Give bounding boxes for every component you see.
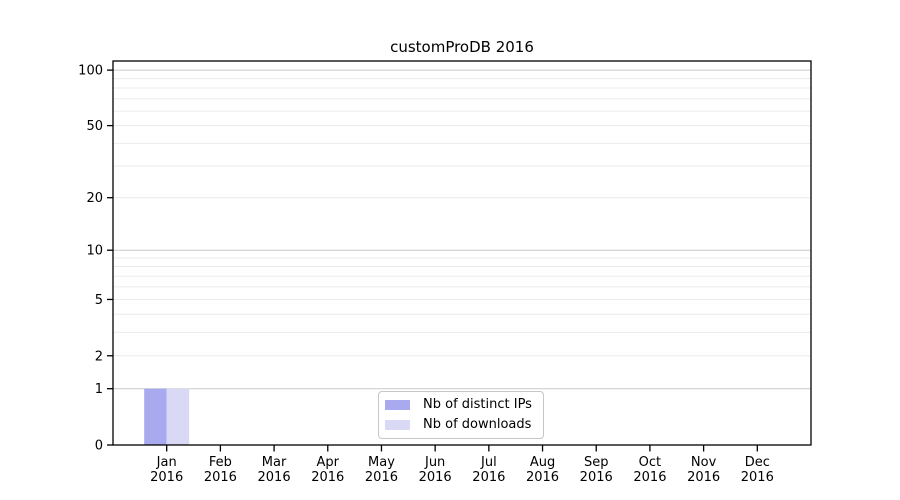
bar-distinct-ips [144,388,167,445]
legend-item-downloads: Nb of downloads [385,417,534,433]
x-tick-label-year: 2016 [687,470,720,485]
bars-layer [144,388,190,445]
x-tick-label-year: 2016 [365,470,398,485]
x-tick-label-month: Dec [745,455,770,470]
x-tick-label-month: Oct [639,455,661,470]
x-tick-label-year: 2016 [419,470,452,485]
plot-border [112,60,812,446]
x-tick-label-year: 2016 [311,470,344,485]
y-tick-label: 0 [95,439,103,454]
axis-layer [107,60,812,452]
x-tick-label-year: 2016 [150,470,183,485]
y-tick-label: 1 [95,382,103,397]
x-tick-label-month: May [368,455,395,470]
y-tick-label: 20 [86,191,103,206]
x-tick-label-month: Sep [584,455,609,470]
x-tick-label-month: Feb [209,455,232,470]
x-tick-label-month: Jan [156,455,177,470]
chart-title: customProDB 2016 [390,38,534,56]
x-tick-label-month: Aug [530,455,555,470]
x-tick-label-year: 2016 [204,470,237,485]
x-tick-label-month: Jul [480,455,497,470]
x-tick-label-year: 2016 [472,470,505,485]
y-tick-label: 100 [78,64,103,79]
x-tick-label-year: 2016 [580,470,613,485]
y-tick-label: 10 [86,244,103,259]
legend-swatch-downloads [385,420,410,430]
x-tick-label-year: 2016 [741,470,774,485]
bar-downloads [166,388,190,445]
x-tick-label-month: Nov [691,455,717,470]
x-tick-label-year: 2016 [633,470,666,485]
x-tick-label-month: Mar [262,455,287,470]
grid-layer [113,69,811,390]
y-tick-label: 50 [86,119,103,134]
legend-label-downloads: Nb of downloads [423,417,532,432]
x-tick-label-month: Jun [424,455,445,470]
x-tick-label-year: 2016 [258,470,291,485]
y-tick-label: 5 [95,293,103,308]
legend-label-distinct-ips: Nb of distinct IPs [423,397,532,412]
x-tick-label-month: Apr [317,455,340,470]
legend-swatch-distinct-ips [385,400,410,410]
legend-item-distinct-ips: Nb of distinct IPs [385,397,534,413]
label-layer: 0125102050100Jan2016Feb2016Mar2016Apr201… [78,64,774,485]
legend: Nb of distinct IPs Nb of downloads [378,391,544,439]
y-tick-label: 2 [95,349,103,364]
x-tick-label-year: 2016 [526,470,559,485]
